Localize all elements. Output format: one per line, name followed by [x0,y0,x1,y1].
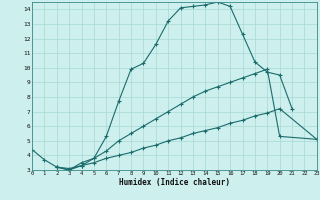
X-axis label: Humidex (Indice chaleur): Humidex (Indice chaleur) [119,178,230,187]
